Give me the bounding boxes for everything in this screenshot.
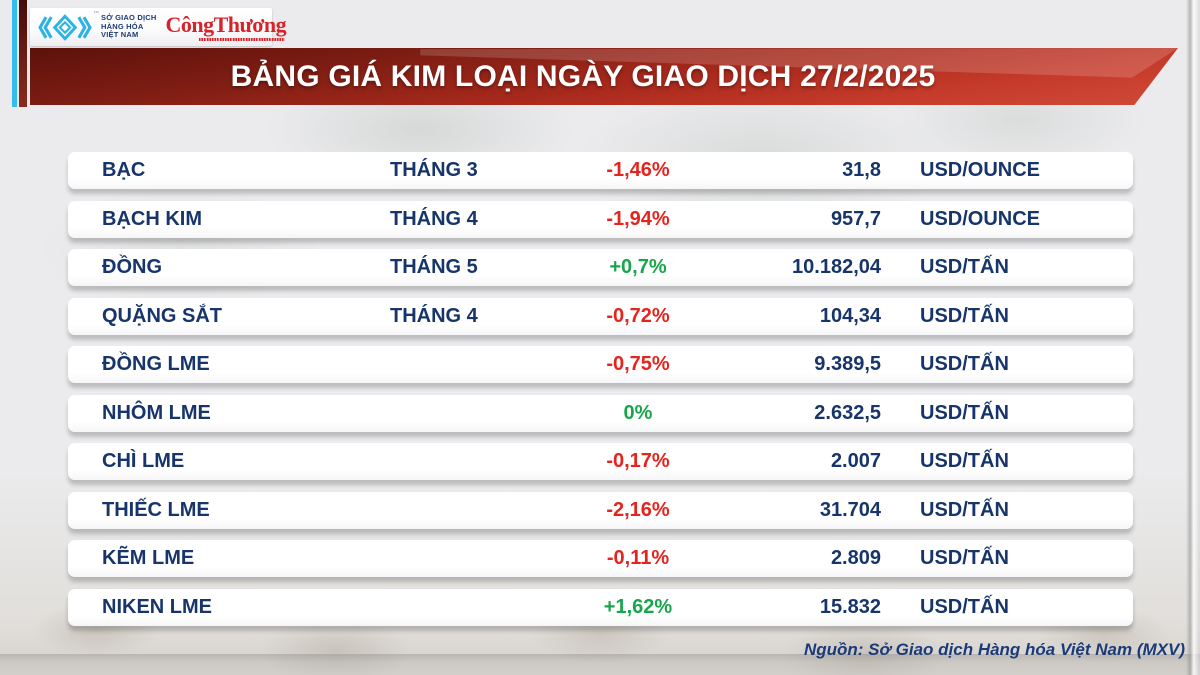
- price-unit: USD/TẤN: [920, 498, 1009, 521]
- table-row: NIKEN LME +1,62% 15.832 USD/TẤN: [68, 588, 1133, 626]
- table-row: KẼM LME -0,11% 2.809 USD/TẤN: [68, 540, 1133, 577]
- price-unit: USD/OUNCE: [920, 159, 1041, 181]
- price-value: 10.182,04: [792, 256, 881, 278]
- contract-month: THÁNG 4: [390, 304, 478, 327]
- table-row: QUẶNG SẮT THÁNG 4 -0,72% 104,34 USD/TẤN: [68, 297, 1133, 335]
- contract-month: THÁNG 4: [390, 207, 478, 230]
- price-unit: USD/TẤN: [920, 401, 1009, 424]
- mxv-logo-icon: [38, 13, 92, 41]
- commodity-name: ĐỒNG LME: [102, 353, 210, 375]
- table-row: NHÔM LME 0% 2.632,5 USD/TẤN: [68, 394, 1133, 432]
- commodity-name: QUẶNG SẮT: [102, 304, 222, 327]
- change-percent: -0,11%: [606, 547, 670, 569]
- table-row: BẠC THÁNG 3 -1,46% 31,8 USD/OUNCE: [68, 152, 1133, 189]
- mxv-name-line3: VIỆT NAM: [101, 30, 139, 40]
- trademark-symbol: ™: [93, 11, 99, 17]
- table-row: ĐỒNG LME -0,75% 9.389,5 USD/TẤN: [68, 346, 1133, 383]
- commodity-name: NHÔM LME: [102, 401, 211, 424]
- accent-bar-cyan: [12, 0, 17, 107]
- logo-plate: ™ SỞ GIAO DỊCH HÀNG HÓA VIỆT NAM CôngThư…: [30, 8, 287, 46]
- price-value: 104,34: [819, 304, 881, 327]
- change-percent: +1,62%: [603, 595, 673, 618]
- price-value: 15.832: [819, 595, 881, 618]
- contract-month: THÁNG 3: [390, 159, 478, 181]
- change-percent: -0,72%: [606, 304, 670, 327]
- congthuong-tagline: [199, 37, 286, 41]
- mxv-name-line2: HÀNG HÓA: [101, 21, 144, 31]
- price-unit: USD/OUNCE: [920, 207, 1041, 230]
- mxv-name: SỞ GIAO DỊCH HÀNG HÓA VIỆT NAM: [101, 12, 157, 41]
- commodity-name: ĐỒNG: [102, 256, 162, 278]
- commodity-name: BẠCH KIM: [102, 207, 202, 230]
- price-unit: USD/TẤN: [920, 304, 1009, 327]
- commodity-name: CHÌ LME: [102, 450, 185, 472]
- table-row: CHÌ LME -0,17% 2.007 USD/TẤN: [68, 443, 1133, 480]
- commodity-name: BẠC: [102, 159, 146, 181]
- price-value: 2.007: [830, 450, 881, 472]
- price-value: 957,7: [830, 207, 881, 230]
- mxv-name-line1: SỞ GIAO DỊCH: [101, 12, 157, 22]
- change-percent: -0,17%: [606, 450, 670, 472]
- change-percent: -1,46%: [606, 159, 670, 181]
- change-percent: 0%: [623, 401, 653, 424]
- table-row: ĐỒNG THÁNG 5 +0,7% 10.182,04 USD/TẤN: [68, 249, 1133, 286]
- price-unit: USD/TẤN: [920, 595, 1009, 618]
- price-value: 2.632,5: [814, 401, 881, 424]
- source-note: Nguồn: Sở Giao dịch Hàng hóa Việt Nam (M…: [803, 640, 1185, 659]
- accent-bar-maroon: [19, 0, 27, 107]
- bottom-shadow-strip: [0, 654, 1200, 675]
- price-unit: USD/TẤN: [920, 256, 1009, 278]
- price-unit: USD/TẤN: [920, 547, 1009, 569]
- price-unit: USD/TẤN: [920, 450, 1009, 472]
- price-value: 31,8: [842, 159, 881, 181]
- table-row: THIẾC LME -2,16% 31.704 USD/TẤN: [68, 491, 1133, 529]
- table-row: BẠCH KIM THÁNG 4 -1,94% 957,7 USD/OUNCE: [68, 200, 1133, 238]
- commodity-name: NIKEN LME: [102, 595, 212, 618]
- commodity-name: THIẾC LME: [102, 498, 210, 521]
- price-value: 31.704: [819, 498, 881, 521]
- page-edge: [1186, 0, 1200, 675]
- change-percent: -0,75%: [606, 353, 670, 375]
- price-value: 9.389,5: [814, 353, 881, 375]
- commodity-name: KẼM LME: [102, 547, 195, 569]
- congthuong-logo: CôngThương: [165, 11, 287, 41]
- page-title: BẢNG GIÁ KIM LOẠI NGÀY GIAO DỊCH 27/2/20…: [230, 60, 936, 93]
- change-percent: +0,7%: [609, 256, 667, 278]
- change-percent: -2,16%: [606, 498, 670, 521]
- price-value: 2.809: [830, 547, 881, 569]
- congthuong-wordmark: CôngThương: [165, 11, 287, 37]
- price-unit: USD/TẤN: [920, 353, 1009, 375]
- contract-month: THÁNG 5: [390, 256, 478, 278]
- change-percent: -1,94%: [606, 207, 670, 230]
- title-banner: BẢNG GIÁ KIM LOẠI NGÀY GIAO DỊCH 27/2/20…: [30, 48, 1178, 105]
